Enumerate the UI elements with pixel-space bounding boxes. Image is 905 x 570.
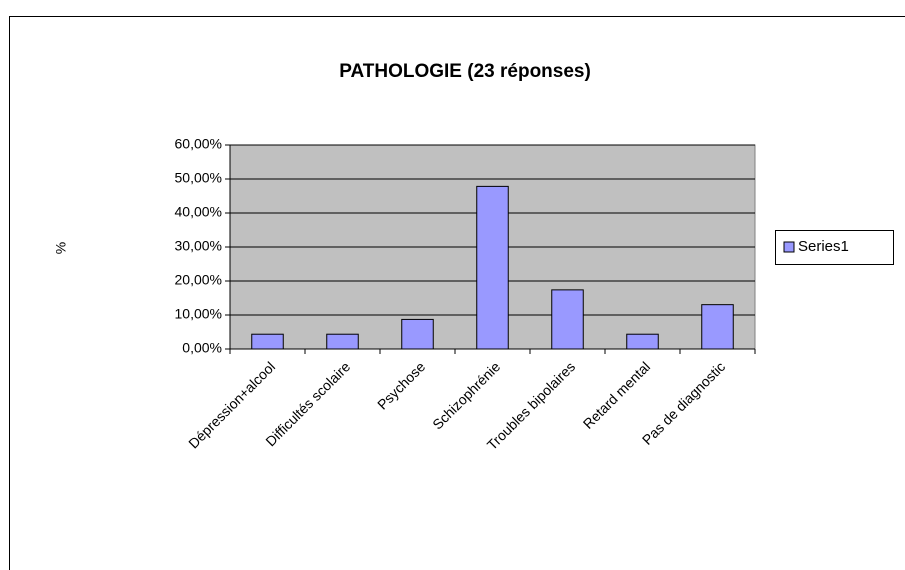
bar [551,289,584,350]
legend-box [775,230,894,265]
bar [251,333,284,350]
bar [476,185,509,350]
y-tick-label: 20,00% [175,272,222,288]
chart-title: PATHOLOGIE (23 réponses) [339,61,591,82]
y-tick-label: 10,00% [175,306,222,322]
y-tick-label: 30,00% [175,238,222,254]
legend-label: Series1 [798,238,849,255]
y-tick-label: 40,00% [175,204,222,220]
legend-swatch [783,241,795,253]
bar [401,318,434,350]
bar [701,304,734,350]
y-tick-label: 0,00% [182,340,222,356]
bar [626,333,659,350]
y-tick-label: 60,00% [175,136,222,152]
y-tick-label: 50,00% [175,170,222,186]
y-axis-label: % [53,242,69,254]
bar [326,333,359,350]
